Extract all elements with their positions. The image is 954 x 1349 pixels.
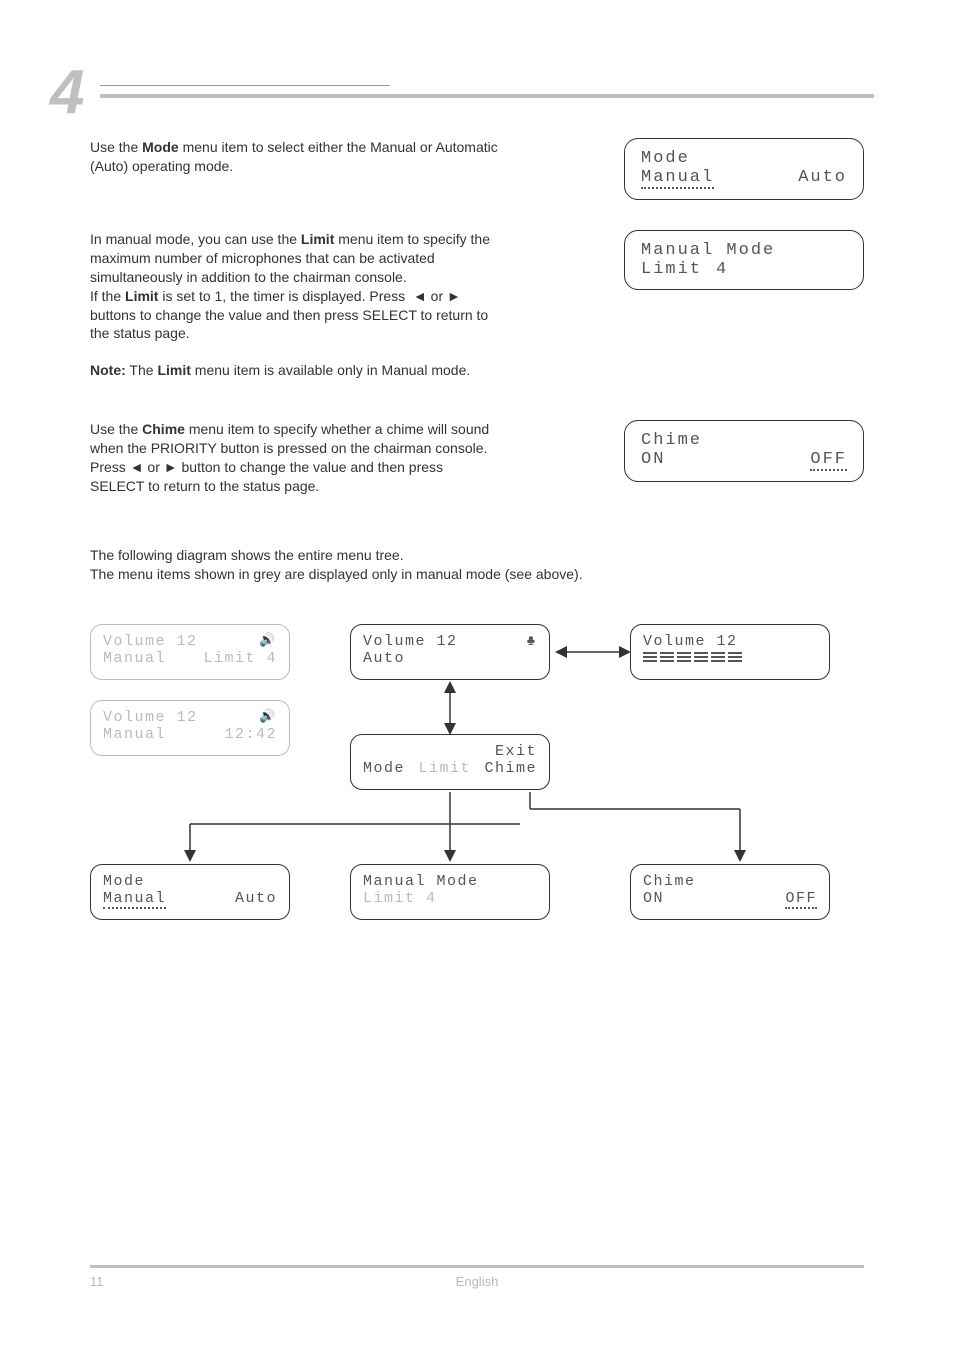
lcd-chime-option-on: ON [641, 450, 665, 471]
header-line-full [100, 94, 874, 98]
club-icon: ♣ [526, 633, 537, 650]
footer-language: English [456, 1274, 499, 1289]
speaker-icon: 🔊 [259, 709, 277, 726]
tree-text: Chime [484, 760, 537, 777]
limit-note: Note: The Limit menu item is available o… [90, 361, 500, 380]
section-mode: Use the Mode menu item to select either … [90, 138, 864, 212]
tree-text: Volume 12 [643, 633, 738, 650]
tree-text: Manual [103, 890, 166, 909]
tree-text: Limit [418, 760, 471, 777]
lcd-mode-option-auto: Auto [798, 168, 847, 189]
menutree-intro: The following diagram shows the entire m… [90, 546, 864, 584]
tree-text: OFF [785, 890, 817, 909]
lcd-mode-title: Mode [641, 149, 690, 168]
tree-box-status-bars: Volume 12 [630, 624, 830, 680]
tree-text: Mode [363, 760, 405, 777]
tree-text: Limit 4 [363, 890, 437, 907]
mode-paragraph: Use the Mode menu item to select either … [90, 138, 500, 176]
tree-text: Auto [363, 650, 405, 667]
menu-tree-diagram: Volume 12 🔊 Manual Limit 4 Volume 12 ♣ Auto… [90, 624, 864, 954]
lcd-limit-value: 4 [716, 260, 728, 279]
tree-box-chime: Chime ON OFF [630, 864, 830, 920]
page-footer: 11 English [90, 1265, 864, 1289]
limit-paragraph-2: If the Limit is set to 1, the timer is d… [90, 287, 500, 344]
chime-paragraph: Use the Chime menu item to specify wheth… [90, 420, 500, 496]
tree-box-mode: Mode Manual Auto [90, 864, 290, 920]
tree-text: Limit 4 [203, 650, 277, 667]
limit-paragraph-1: In manual mode, you can use the Limit me… [90, 230, 500, 287]
menutree-intro-2: The menu items shown in grey are display… [90, 565, 864, 584]
tree-text: Mode [103, 873, 145, 890]
tree-box-status-manual-limit: Volume 12 🔊 Manual Limit 4 [90, 624, 290, 680]
tree-text: Manual [103, 650, 166, 667]
footer-page-number: 11 [90, 1274, 104, 1289]
tree-text: 12:42 [224, 726, 277, 743]
lcd-limit-label: Limit [641, 260, 702, 279]
tree-text: Volume 12 [363, 633, 458, 650]
lcd-mode-option-manual: Manual [641, 168, 714, 189]
tree-text: ON [643, 890, 664, 909]
chapter-number: 4 [50, 57, 84, 128]
tree-box-status-manual-time: Volume 12 🔊 Manual 12:42 [90, 700, 290, 756]
lcd-limit: Manual Mode Limit 4 [624, 230, 864, 290]
tree-text: Volume 12 [103, 633, 198, 650]
footer-line [90, 1265, 864, 1268]
speaker-icon: 🔊 [259, 633, 277, 650]
tree-box-menu-root: Exit Mode Limit Chime [350, 734, 550, 790]
tree-box-status-auto: Volume 12 ♣ Auto [350, 624, 550, 680]
lcd-mode: Mode Manual Auto [624, 138, 864, 200]
volume-bars-icon [643, 650, 817, 667]
chapter-header: 4 [90, 85, 864, 98]
section-chime: Use the Chime menu item to specify wheth… [90, 420, 864, 496]
lcd-chime-title: Chime [641, 431, 702, 450]
tree-text: Chime [643, 873, 696, 890]
tree-text: Manual [103, 726, 166, 743]
menutree-intro-1: The following diagram shows the entire m… [90, 546, 864, 565]
footer-spacer [860, 1274, 864, 1289]
tree-text: Volume 12 [103, 709, 198, 726]
tree-box-manual-mode: Manual Mode Limit 4 [350, 864, 550, 920]
tree-text: Manual Mode [363, 873, 479, 890]
header-line-short [100, 85, 390, 86]
lcd-chime: Chime ON OFF [624, 420, 864, 482]
section-limit: In manual mode, you can use the Limit me… [90, 230, 864, 380]
lcd-limit-title: Manual Mode [641, 241, 775, 260]
tree-text: Auto [235, 890, 277, 909]
tree-text: Exit [495, 743, 537, 760]
lcd-chime-option-off: OFF [810, 450, 847, 471]
